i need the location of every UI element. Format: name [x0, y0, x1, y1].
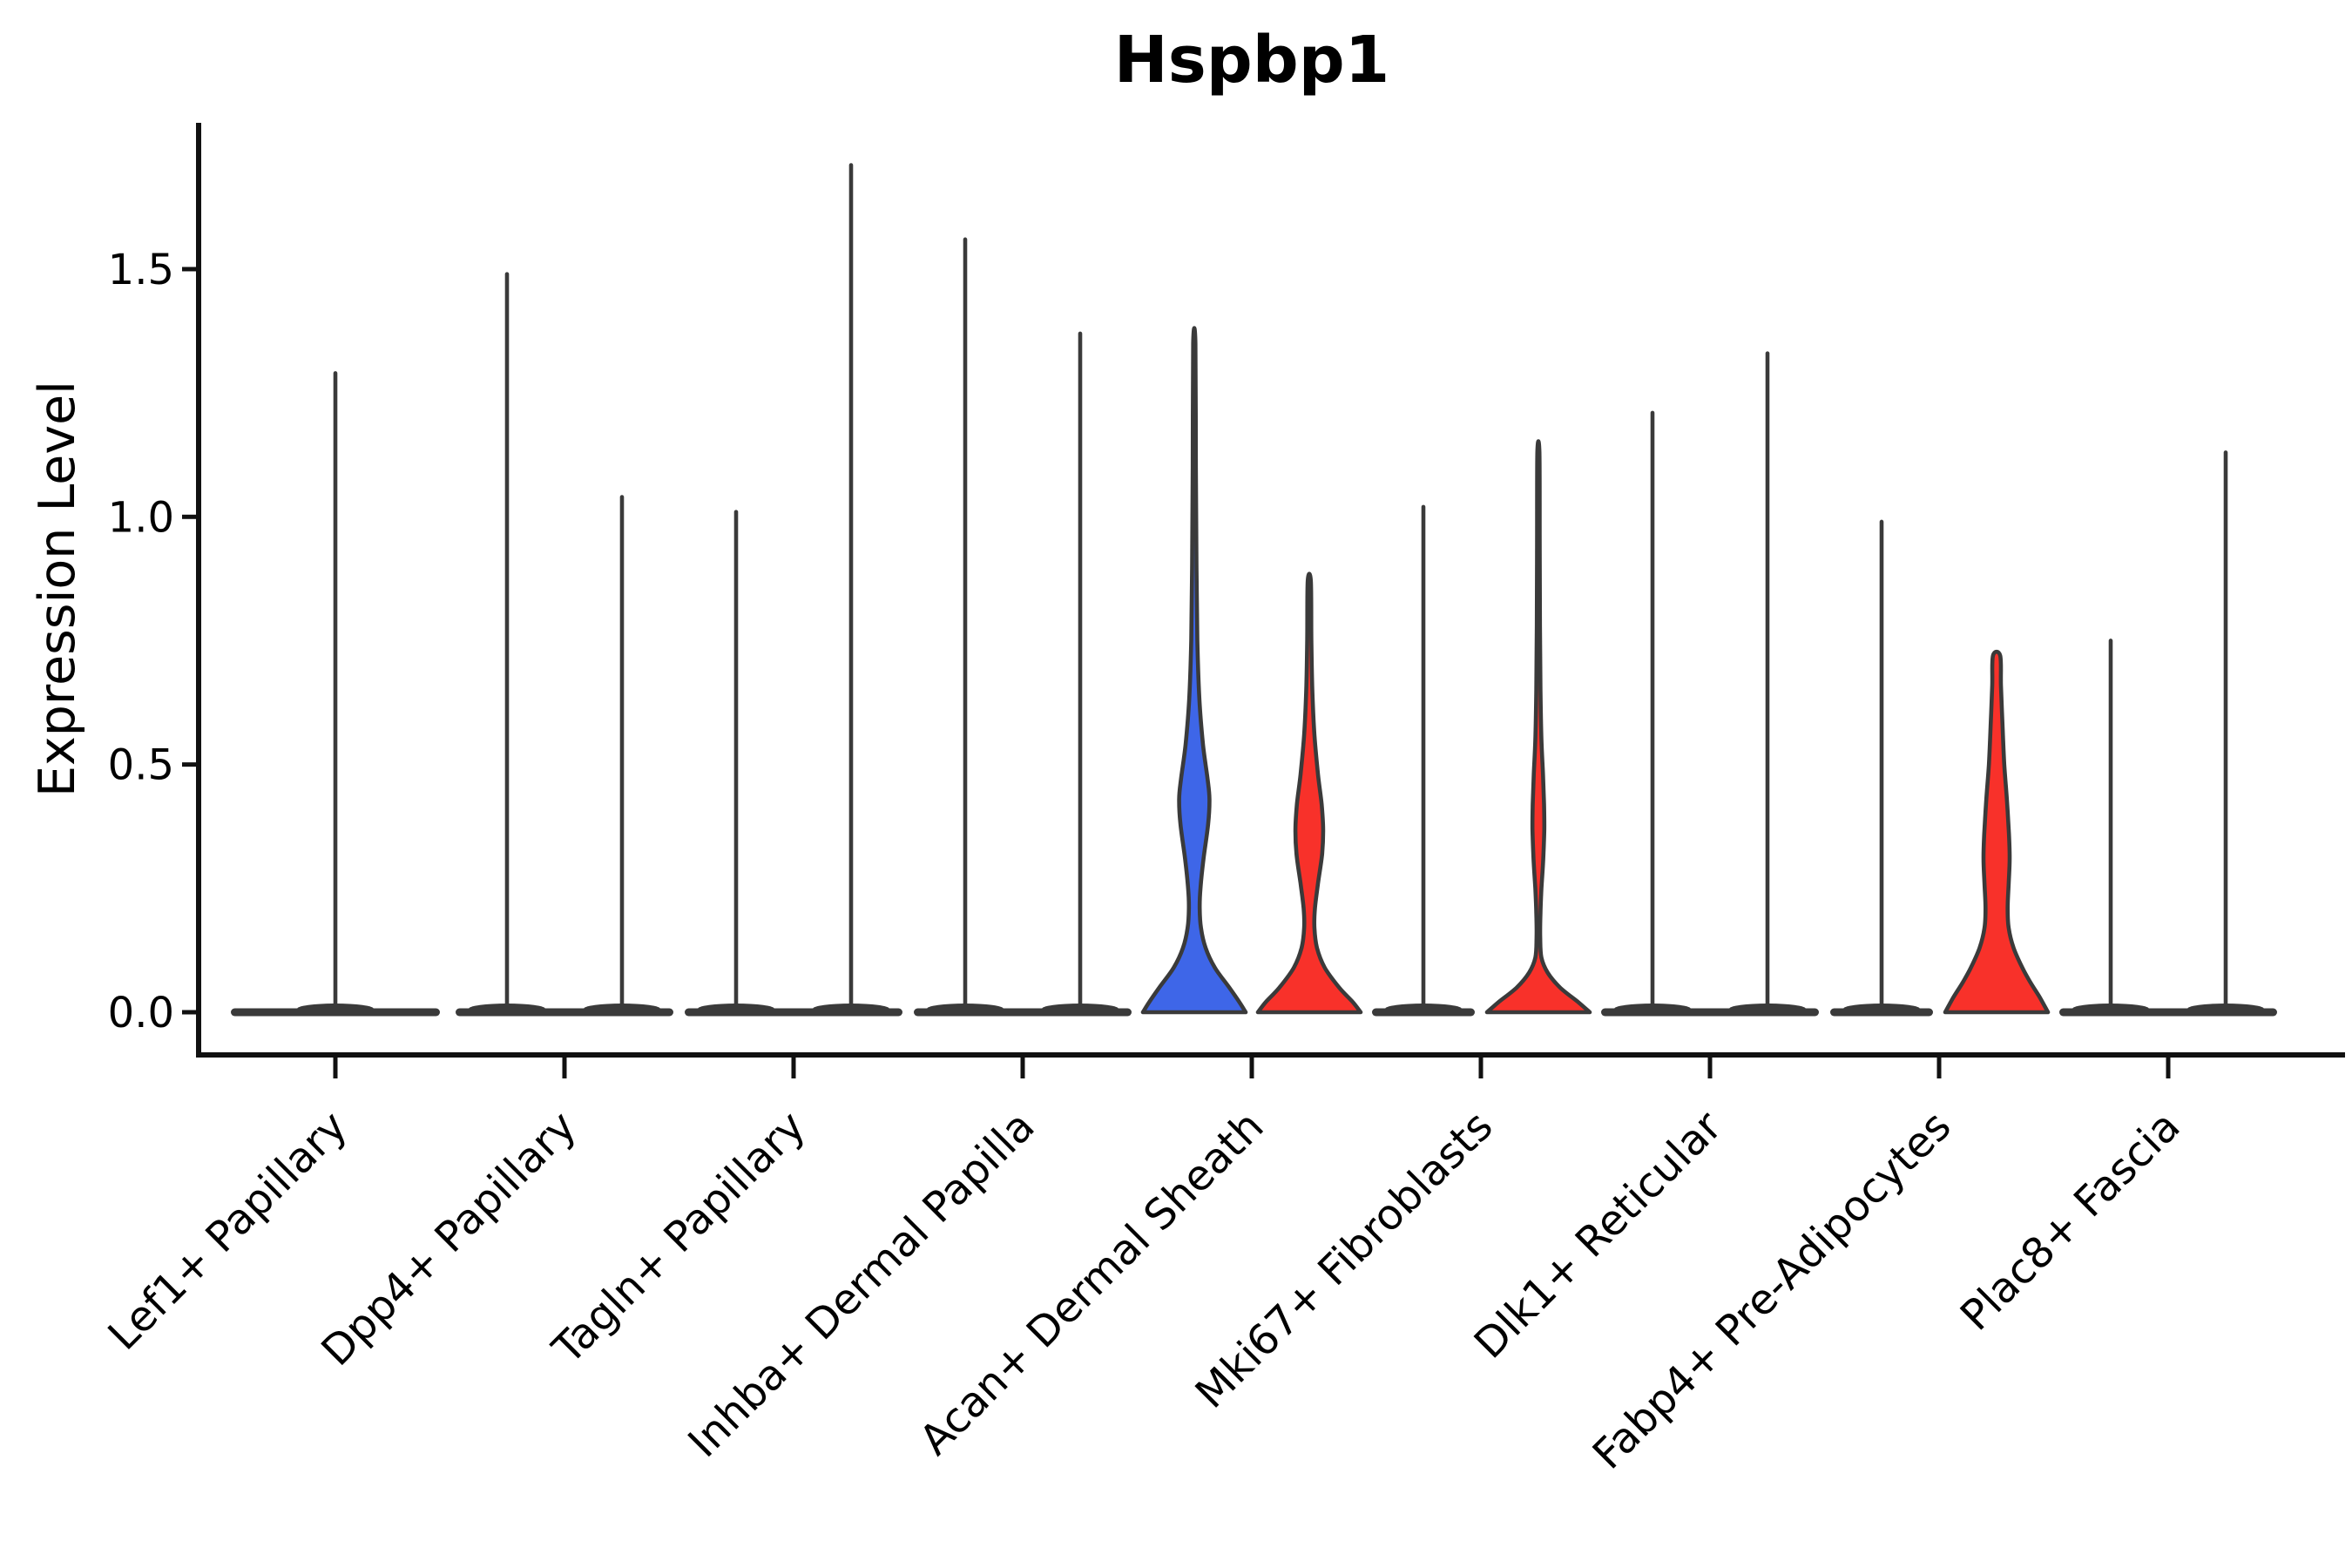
x-tick-label-dpp4-papillary: Dpp4+ Papillary: [312, 1102, 585, 1375]
chart-title: Hspbp1: [1113, 23, 1390, 98]
y-tick-label: 1.5: [108, 246, 174, 294]
y-tick-label: 0.5: [108, 741, 174, 790]
x-tick-label-tagln-papillary: Tagln+ Papillary: [543, 1102, 814, 1374]
violin-acan-dermal-sheath-right: [1255, 571, 1363, 1015]
x-tick-label-plac8-fascia: Plac8+ Fascia: [1951, 1102, 2190, 1341]
y-tick-label: 1.0: [108, 493, 174, 542]
violin-acan-dermal-sheath-left: [1140, 326, 1248, 1015]
violin-fabp4-pre-adipocytes-right: [1943, 649, 2051, 1015]
violin-mki67-fibroblasts-right: [1484, 439, 1592, 1015]
y-tick-label: 0.0: [108, 989, 174, 1037]
x-tick-label-dlk1-reticular: Dlk1+ Reticular: [1465, 1102, 1732, 1369]
x-tick-label-lef1-papillary: Lef1+ Papillary: [99, 1102, 357, 1360]
